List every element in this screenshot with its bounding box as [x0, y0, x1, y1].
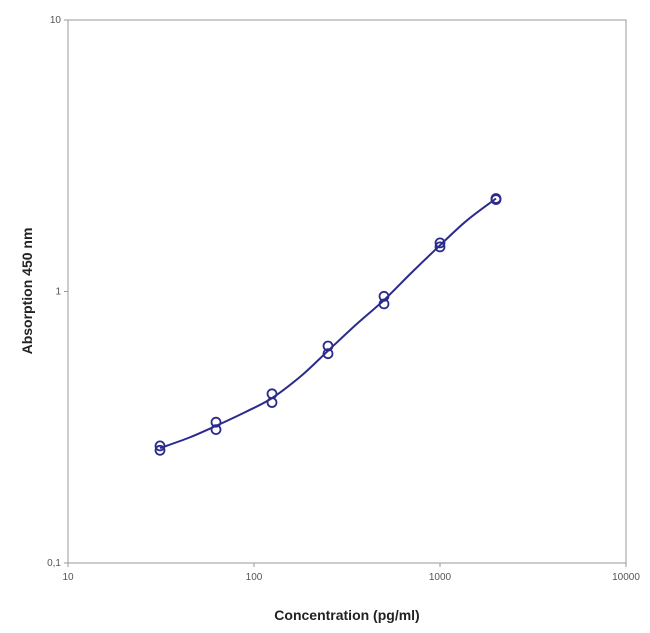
y-axis-label: Absorption 450 nm: [19, 228, 35, 355]
data-point: [210, 416, 222, 428]
plot-area: [67, 19, 627, 564]
data-point: [378, 290, 390, 302]
data-point: [322, 348, 334, 360]
y-tick-label: 0,1: [47, 558, 61, 569]
data-point: [154, 444, 166, 456]
x-tick-label: 10: [62, 572, 74, 583]
data-point: [266, 397, 278, 408]
x-tick-label: 1000: [429, 572, 452, 583]
x-tick-label: 10000: [612, 572, 640, 583]
axis-ticks: 10 100 1000 10000 0,1 1 10: [47, 15, 640, 583]
data-point: [434, 237, 446, 249]
x-axis-label: Concentration (pg/ml): [274, 607, 419, 623]
data-point: [490, 194, 502, 206]
data-points: [154, 193, 502, 456]
data-point: [154, 440, 166, 452]
y-tick-label: 10: [50, 15, 62, 26]
data-point: [378, 298, 390, 310]
x-tick-label: 100: [246, 572, 263, 583]
data-point: [322, 340, 334, 352]
data-point: [210, 424, 222, 436]
data-point: [434, 241, 446, 253]
y-tick-label: 1: [55, 287, 61, 298]
